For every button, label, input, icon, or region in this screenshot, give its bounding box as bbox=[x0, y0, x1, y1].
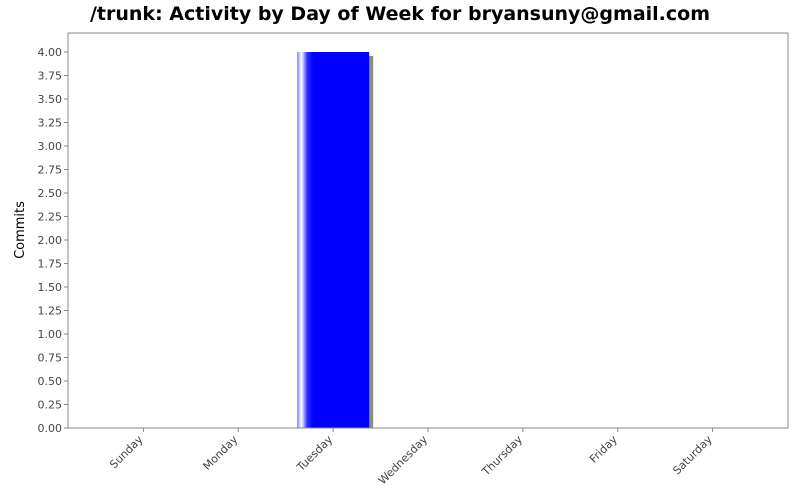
y-tick-label: 2.25 bbox=[38, 211, 63, 224]
y-tick-label: 4.00 bbox=[38, 46, 63, 59]
bars bbox=[297, 52, 374, 428]
y-tick-label: 0.50 bbox=[38, 375, 63, 388]
x-axis: Sunday Monday Tuesday Wednesday Thursday Frid… bbox=[107, 428, 715, 487]
y-tick-label: 1.00 bbox=[38, 328, 63, 341]
y-tick-label: 1.50 bbox=[38, 281, 63, 294]
y-axis: 0.00 0.25 0.50 0.75 1.00 1.25 1.50 1.75 2.00 2.25… bbox=[38, 46, 68, 435]
y-tick-label: 2.00 bbox=[38, 234, 63, 247]
chart-title: /trunk: Activity by Day of Week for brya… bbox=[89, 3, 710, 25]
y-axis-title: Commits bbox=[13, 201, 28, 259]
bar-tuesday bbox=[297, 52, 370, 428]
y-tick-label: 3.75 bbox=[38, 70, 63, 83]
x-tick-label-sunday: Sunday bbox=[107, 433, 146, 472]
x-tick-label-friday: Friday bbox=[587, 433, 620, 466]
x-tick-label-monday: Monday bbox=[200, 433, 240, 473]
y-tick-label: 2.75 bbox=[38, 164, 63, 177]
y-tick-label: 0.25 bbox=[38, 399, 63, 412]
plot-area bbox=[67, 32, 789, 429]
y-tick-label: 3.00 bbox=[38, 140, 63, 153]
x-tick-label-saturday: Saturday bbox=[670, 433, 715, 478]
y-tick-label: 3.50 bbox=[38, 93, 63, 106]
y-tick-label: 3.25 bbox=[38, 117, 63, 130]
x-tick-label-wednesday: Wednesday bbox=[376, 433, 431, 488]
y-tick-label: 1.25 bbox=[38, 305, 63, 318]
y-tick-label: 2.50 bbox=[38, 187, 63, 200]
y-tick-label: 0.75 bbox=[38, 352, 63, 365]
x-tick-label-thursday: Thursday bbox=[479, 433, 525, 479]
y-tick-label: 1.75 bbox=[38, 258, 63, 271]
y-tick-label: 0.00 bbox=[38, 422, 63, 435]
x-tick-label-tuesday: Tuesday bbox=[294, 433, 336, 475]
